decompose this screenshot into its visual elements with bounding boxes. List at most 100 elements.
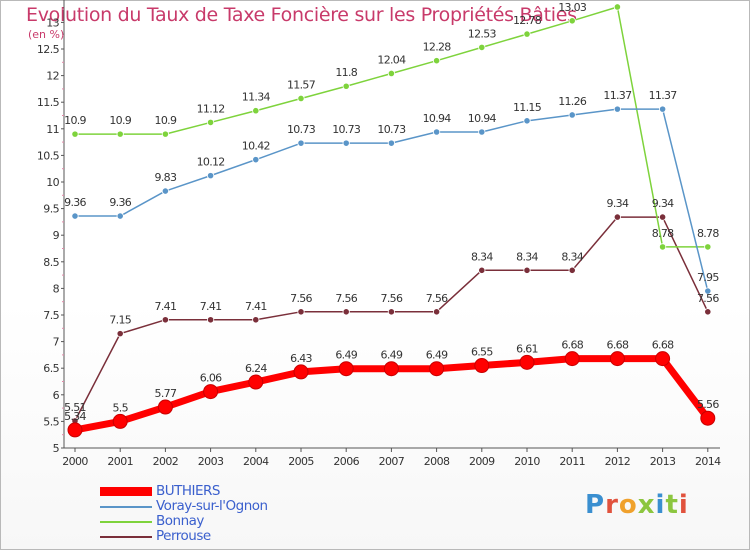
series-point-0 bbox=[474, 358, 490, 374]
series-point-3 bbox=[568, 266, 576, 274]
series-point-1 bbox=[116, 212, 124, 220]
data-label-2: 13.03 bbox=[558, 1, 587, 14]
y-tick-label: 12.5 bbox=[37, 43, 60, 56]
series-point-2 bbox=[297, 94, 305, 103]
series-point-3 bbox=[387, 308, 395, 316]
data-label-3: 7.56 bbox=[335, 292, 357, 305]
series-point-1 bbox=[568, 111, 576, 119]
data-label-1: 10.73 bbox=[377, 123, 406, 136]
series-point-2 bbox=[116, 130, 124, 138]
series-point-3 bbox=[613, 213, 622, 221]
data-label-0: 6.49 bbox=[335, 349, 357, 362]
legend: BUTHIERS Voray-sur-l'Ognon Bonnay Perrou… bbox=[100, 484, 268, 544]
data-label-1: 10.73 bbox=[332, 123, 361, 136]
data-label-2: 11.34 bbox=[242, 91, 271, 104]
y-tick-label: 7.5 bbox=[43, 309, 59, 322]
series-point-2 bbox=[478, 43, 486, 52]
data-label-1: 7.95 bbox=[697, 271, 719, 284]
series-point-2 bbox=[658, 243, 667, 251]
series-point-0 bbox=[67, 422, 83, 438]
x-tick-label: 2001 bbox=[107, 455, 133, 468]
data-label-0: 6.24 bbox=[245, 362, 267, 375]
data-label-3: 8.34 bbox=[516, 250, 538, 263]
chart-title: Evolution du Taux de Taxe Foncière sur l… bbox=[26, 4, 577, 26]
data-label-1: 11.26 bbox=[558, 95, 587, 108]
data-label-3: 7.15 bbox=[109, 314, 131, 327]
data-label-2: 11.12 bbox=[197, 102, 225, 115]
series-point-1 bbox=[161, 187, 169, 195]
x-tick-label: 2010 bbox=[514, 455, 540, 468]
series-point-0 bbox=[564, 351, 580, 367]
data-label-3: 7.41 bbox=[155, 300, 177, 313]
data-label-1: 10.94 bbox=[423, 112, 452, 125]
series-point-2 bbox=[432, 57, 441, 65]
series-point-1 bbox=[478, 128, 486, 136]
series-point-0 bbox=[248, 374, 264, 390]
series-point-2 bbox=[71, 130, 79, 138]
x-tick-label: 2002 bbox=[153, 455, 179, 468]
y-tick-label: 13 bbox=[46, 16, 59, 29]
data-label-0: 5.34 bbox=[64, 410, 86, 423]
series-point-3 bbox=[207, 316, 215, 324]
series-point-1 bbox=[658, 105, 667, 113]
data-label-0: 6.61 bbox=[516, 342, 538, 355]
series-point-0 bbox=[112, 413, 128, 429]
x-tick-label: 2012 bbox=[605, 455, 631, 468]
series-point-2 bbox=[252, 107, 260, 115]
x-tick-label: 2005 bbox=[288, 455, 314, 468]
data-label-3: 5.51 bbox=[64, 401, 86, 414]
data-label-1: 10.12 bbox=[197, 156, 225, 169]
data-label-0: 6.43 bbox=[290, 352, 312, 365]
series-point-1 bbox=[704, 287, 712, 295]
series-point-2 bbox=[568, 17, 576, 25]
legend-item-voray: Voray-sur-l'Ognon bbox=[100, 499, 268, 514]
series-point-3 bbox=[432, 308, 441, 316]
legend-label-buthiers: BUTHIERS bbox=[156, 483, 221, 499]
series-point-0 bbox=[429, 361, 445, 377]
legend-label-voray: Voray-sur-l'Ognon bbox=[156, 498, 268, 514]
series-point-0 bbox=[609, 351, 625, 367]
y-tick-label: 11 bbox=[46, 123, 59, 136]
series-point-3 bbox=[297, 308, 305, 316]
legend-item-buthiers: BUTHIERS bbox=[100, 484, 268, 499]
series-point-0 bbox=[700, 410, 716, 426]
legend-swatch-voray bbox=[100, 505, 152, 508]
data-label-2: 10.9 bbox=[64, 114, 86, 127]
x-tick-label: 2004 bbox=[243, 455, 269, 468]
series-point-3 bbox=[523, 266, 531, 274]
series-point-1 bbox=[613, 105, 622, 113]
data-label-0: 6.55 bbox=[471, 346, 493, 359]
legend-item-perrouse: Perrouse bbox=[100, 529, 268, 544]
data-label-3: 9.34 bbox=[607, 197, 629, 210]
series-point-2 bbox=[387, 69, 395, 78]
data-label-3: 7.41 bbox=[200, 300, 222, 313]
data-label-1: 9.36 bbox=[109, 196, 131, 209]
proxiti-logo: Proxiti bbox=[585, 490, 689, 520]
x-tick-label: 2007 bbox=[379, 455, 405, 468]
data-label-0: 6.06 bbox=[200, 372, 222, 385]
x-tick-label: 2013 bbox=[650, 455, 676, 468]
data-label-3: 7.56 bbox=[290, 292, 312, 305]
series-point-1 bbox=[387, 139, 395, 147]
legend-item-bonnay: Bonnay bbox=[100, 514, 268, 529]
series-point-1 bbox=[71, 212, 79, 220]
data-label-2: 10.9 bbox=[109, 114, 131, 127]
data-label-0: 6.68 bbox=[652, 339, 674, 352]
data-label-0: 6.68 bbox=[561, 339, 583, 352]
y-tick-label: 13.5 bbox=[37, 0, 60, 3]
data-label-3: 7.56 bbox=[381, 292, 403, 305]
x-tick-label: 2009 bbox=[469, 455, 495, 468]
series-point-0 bbox=[655, 351, 671, 367]
x-tick-label: 2008 bbox=[424, 455, 450, 468]
series-point-3 bbox=[658, 213, 667, 221]
y-tick-label: 10.5 bbox=[37, 149, 60, 162]
data-label-2: 12.78 bbox=[513, 14, 542, 27]
series-point-2 bbox=[161, 130, 169, 138]
data-label-3: 7.56 bbox=[697, 292, 719, 305]
data-label-3: 8.34 bbox=[561, 250, 583, 263]
y-tick-label: 7 bbox=[53, 336, 60, 349]
data-label-1: 11.37 bbox=[603, 89, 632, 102]
y-tick-label: 6 bbox=[53, 389, 60, 402]
series-point-3 bbox=[704, 308, 712, 316]
